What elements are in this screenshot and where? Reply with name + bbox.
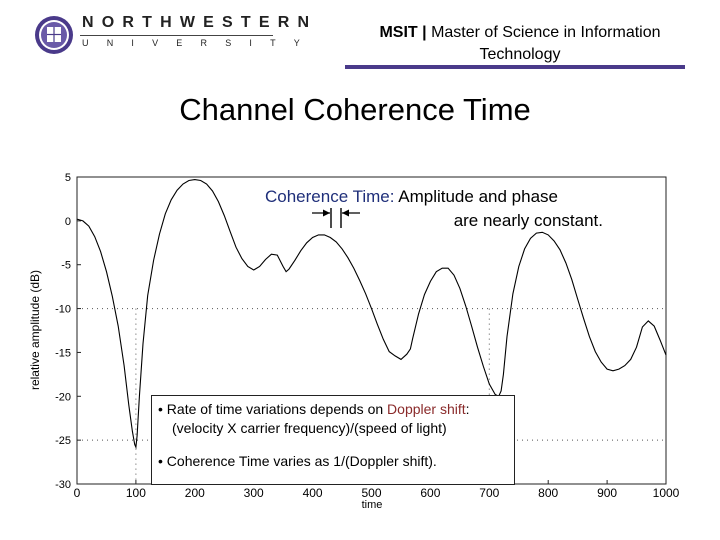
- x-tick-label: 800: [538, 486, 558, 500]
- y-axis-label: relative amplitude (dB): [28, 270, 42, 390]
- bullet1-lead: • Rate of time variations depends on: [158, 401, 384, 417]
- y-tick-label: 0: [65, 216, 71, 228]
- x-tick-label: 700: [479, 486, 499, 500]
- x-tick-label: 1000: [653, 486, 680, 500]
- y-tick-label: -25: [55, 435, 71, 447]
- coherence-keyword: Coherence Time:: [265, 187, 395, 206]
- logo-rule: [80, 35, 273, 36]
- slide-title: Channel Coherence Time: [179, 92, 531, 127]
- program-title: MSIT | Master of Science in Information …: [340, 22, 700, 66]
- y-tick-label: -5: [61, 260, 71, 272]
- x-tick-label: 500: [361, 486, 381, 500]
- x-tick-label: 200: [185, 486, 205, 500]
- callout-gap: [158, 438, 508, 452]
- logo-wordmark-bottom: UNIVERSITY: [82, 38, 319, 48]
- y-tick-label: -10: [55, 304, 71, 316]
- slide-header: NORTHWESTERN UNIVERSITY MSIT | Master of…: [0, 0, 720, 70]
- coherence-line2: are nearly constant.: [453, 211, 603, 230]
- y-tick-label: -30: [55, 479, 71, 491]
- doppler-callout-box: • Rate of time variations depends on Dop…: [151, 395, 515, 485]
- marker-right-arrowhead: [342, 209, 349, 217]
- coherence-time-note: Coherence Time: Amplitude and phase are …: [265, 185, 625, 233]
- x-tick-label: 900: [597, 486, 617, 500]
- bullet1-keyword: Doppler shift: [387, 401, 466, 417]
- x-tick-label: 0: [74, 486, 81, 500]
- logo-wordmark-top: NORTHWESTERN: [82, 14, 318, 31]
- callout-bullet-2: • Coherence Time varies as 1/(Doppler sh…: [158, 453, 437, 469]
- university-seal-icon: [35, 16, 73, 54]
- program-separator: |: [422, 24, 427, 41]
- coherence-interval-marker: [312, 208, 360, 228]
- x-tick-label: 300: [244, 486, 264, 500]
- program-name-line2: Technology: [479, 46, 561, 63]
- series-line-fading-envelope: [76, 179, 667, 450]
- x-tick-label: 600: [420, 486, 440, 500]
- x-tick-label: 400: [303, 486, 323, 500]
- y-tick-label: -20: [55, 391, 71, 403]
- amplitude-vs-time-chart: 0 100 200 300 400 500 600 700 800 900 1000 5 0 -5 -10…: [28, 172, 680, 511]
- y-tick-label: 5: [65, 172, 71, 184]
- callout-bullet-1: • Rate of time variations depends on Dop…: [158, 400, 508, 438]
- program-abbr: MSIT: [379, 24, 418, 41]
- y-tick-label: -15: [55, 347, 71, 359]
- x-axis-label: time: [362, 499, 383, 511]
- header-accent-bar: [345, 65, 685, 69]
- x-tick-label: 100: [126, 486, 146, 500]
- marker-left-arrowhead: [323, 209, 330, 217]
- bullet1-colon: :: [465, 401, 470, 417]
- bullet1-detail: (velocity X carrier frequency)/(speed of…: [172, 420, 447, 436]
- coherence-line1: Amplitude and phase: [398, 187, 558, 206]
- program-name-line1: Master of Science in Information: [431, 24, 661, 41]
